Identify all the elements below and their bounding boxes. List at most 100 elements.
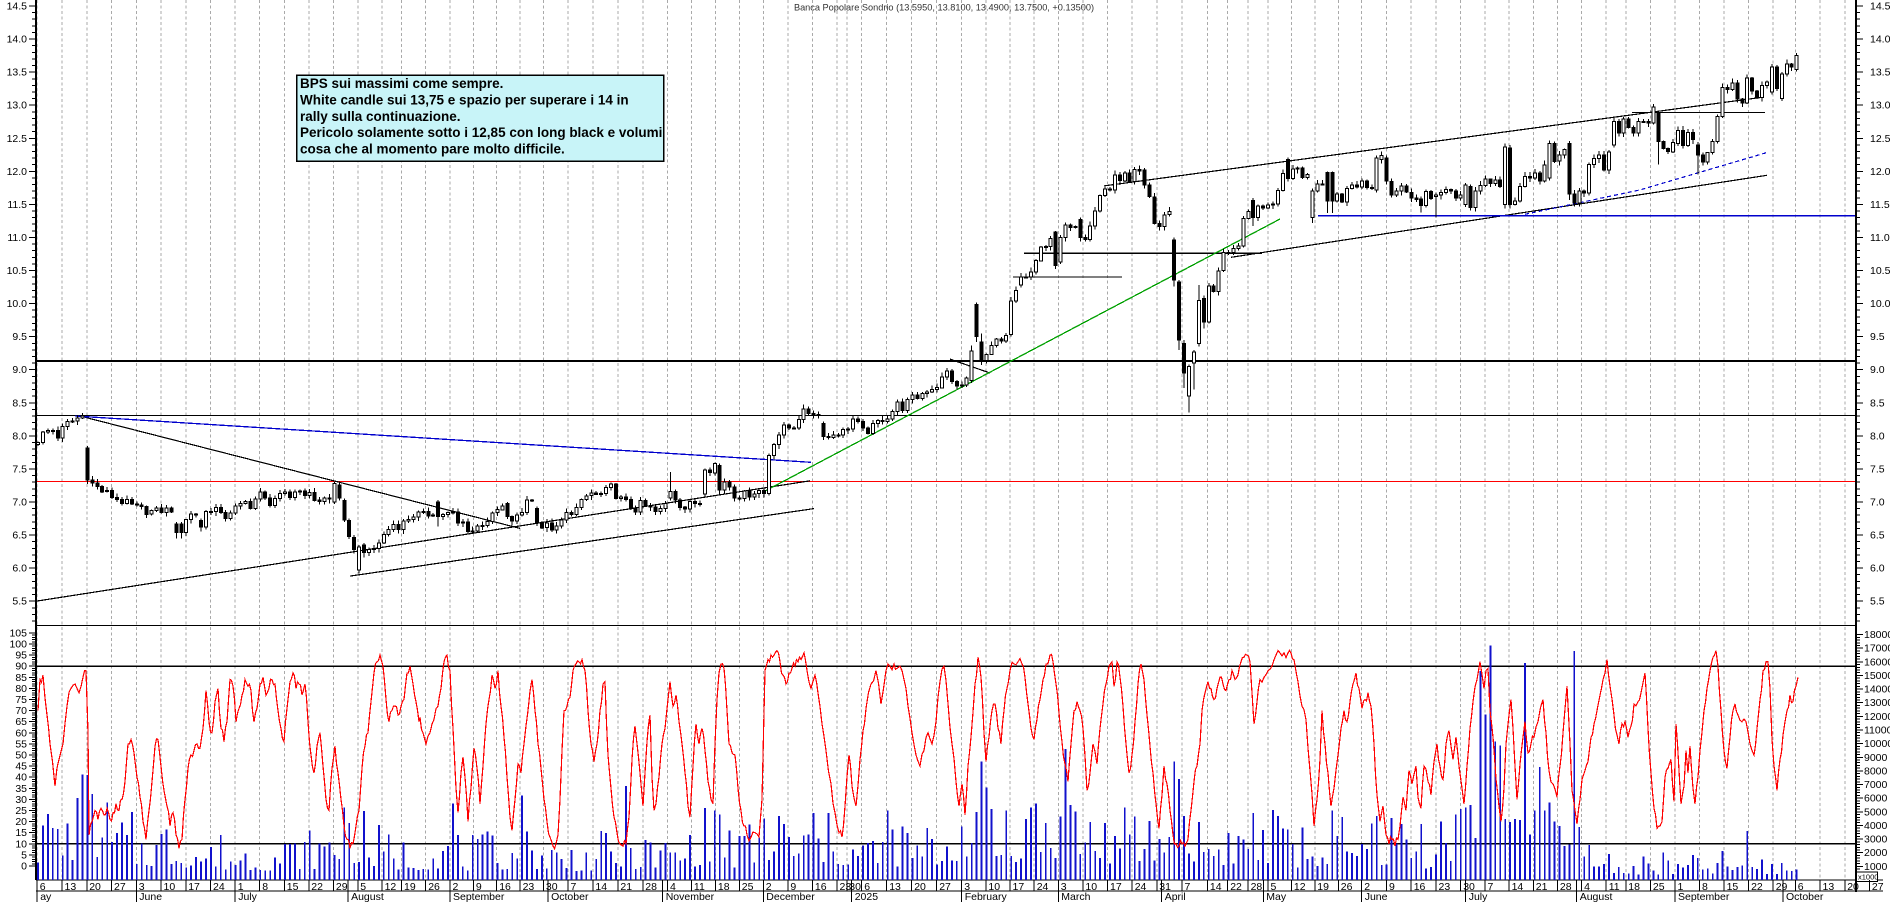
svg-text:10: 10 [1085, 881, 1097, 893]
svg-text:23: 23 [1439, 881, 1451, 893]
svg-text:7000: 7000 [1864, 779, 1888, 791]
svg-text:June: June [1365, 891, 1388, 902]
svg-text:6: 6 [1798, 881, 1804, 893]
svg-text:12000: 12000 [1864, 711, 1890, 723]
svg-text:November: November [666, 891, 715, 902]
svg-text:14: 14 [1210, 881, 1222, 893]
svg-text:23: 23 [523, 881, 535, 893]
svg-text:12: 12 [1294, 881, 1306, 893]
svg-text:21: 21 [620, 881, 632, 893]
svg-text:13: 13 [889, 881, 901, 893]
svg-text:July: July [238, 891, 257, 902]
svg-text:9.0: 9.0 [1870, 364, 1885, 376]
svg-text:3000: 3000 [1864, 834, 1888, 846]
svg-text:14000: 14000 [1864, 684, 1890, 696]
svg-text:22: 22 [311, 881, 323, 893]
svg-text:12: 12 [385, 881, 397, 893]
svg-text:85: 85 [15, 672, 27, 684]
svg-text:June: June [139, 891, 162, 902]
svg-text:1000: 1000 [1864, 861, 1888, 873]
svg-text:10.0: 10.0 [1870, 298, 1890, 310]
svg-text:cosa che al momento pare molto: cosa che al momento pare molto difficile… [300, 142, 565, 157]
svg-text:16: 16 [815, 881, 827, 893]
svg-text:8.0: 8.0 [12, 430, 27, 442]
svg-text:February: February [965, 891, 1008, 902]
svg-text:October: October [1786, 891, 1824, 902]
svg-text:August: August [351, 891, 384, 902]
svg-text:6000: 6000 [1864, 793, 1888, 805]
svg-text:17: 17 [1013, 881, 1025, 893]
svg-text:19: 19 [404, 881, 416, 893]
svg-text:9: 9 [476, 881, 482, 893]
svg-text:50: 50 [15, 750, 27, 762]
svg-text:105: 105 [9, 627, 27, 639]
svg-text:14: 14 [595, 881, 607, 893]
svg-text:9.0: 9.0 [12, 364, 27, 376]
svg-text:40: 40 [15, 772, 27, 784]
svg-text:5.5: 5.5 [12, 596, 27, 608]
svg-text:ay: ay [40, 891, 52, 902]
svg-text:24: 24 [1135, 881, 1147, 893]
svg-text:6.0: 6.0 [1870, 563, 1885, 575]
svg-text:7: 7 [571, 881, 577, 893]
svg-text:10.5: 10.5 [7, 265, 28, 277]
svg-text:6.5: 6.5 [12, 530, 27, 542]
svg-text:6.5: 6.5 [1870, 530, 1885, 542]
svg-text:20: 20 [914, 881, 926, 893]
svg-text:75: 75 [15, 694, 27, 706]
svg-text:11: 11 [1609, 881, 1620, 893]
svg-text:14.0: 14.0 [7, 34, 28, 46]
svg-text:25: 25 [1653, 881, 1665, 893]
svg-text:29: 29 [336, 881, 348, 893]
svg-text:14.5: 14.5 [1870, 1, 1890, 13]
svg-text:80: 80 [15, 683, 27, 695]
svg-text:17: 17 [1110, 881, 1122, 893]
svg-text:30: 30 [849, 881, 861, 893]
svg-text:5: 5 [1271, 881, 1277, 893]
svg-text:27: 27 [114, 881, 126, 893]
svg-text:45: 45 [15, 761, 27, 773]
svg-text:7: 7 [1185, 881, 1191, 893]
svg-text:26: 26 [1341, 881, 1353, 893]
svg-text:90: 90 [15, 661, 27, 673]
svg-text:9000: 9000 [1864, 752, 1888, 764]
svg-text:7.0: 7.0 [1870, 497, 1885, 509]
svg-text:5.5: 5.5 [1870, 596, 1885, 608]
svg-text:30: 30 [1463, 881, 1475, 893]
svg-text:BPS sui massimi come sempre.: BPS sui massimi come sempre. [300, 76, 503, 91]
svg-text:28: 28 [1251, 881, 1263, 893]
svg-text:11.0: 11.0 [1870, 232, 1890, 244]
svg-text:6: 6 [864, 881, 870, 893]
svg-text:13: 13 [65, 881, 77, 893]
svg-text:15000: 15000 [1864, 670, 1890, 682]
svg-text:14.0: 14.0 [1870, 34, 1890, 46]
svg-text:27: 27 [939, 881, 951, 893]
svg-text:13.5: 13.5 [7, 67, 28, 79]
svg-text:9.5: 9.5 [1870, 331, 1885, 343]
svg-text:35: 35 [15, 783, 27, 795]
svg-text:30: 30 [15, 794, 27, 806]
svg-text:22: 22 [1230, 881, 1242, 893]
svg-text:4000: 4000 [1864, 820, 1888, 832]
svg-text:6.0: 6.0 [12, 563, 27, 575]
svg-text:22: 22 [1751, 881, 1763, 893]
svg-text:12.0: 12.0 [1870, 166, 1890, 178]
svg-text:70: 70 [15, 705, 27, 717]
svg-text:7: 7 [1488, 881, 1494, 893]
svg-text:April: April [1165, 891, 1186, 902]
svg-text:12.0: 12.0 [7, 166, 28, 178]
svg-text:rally sulla continuazione.: rally sulla continuazione. [300, 109, 461, 124]
svg-text:29: 29 [1776, 881, 1788, 893]
svg-text:20: 20 [15, 816, 27, 828]
svg-text:8000: 8000 [1864, 765, 1888, 777]
svg-text:7.5: 7.5 [12, 463, 27, 475]
svg-text:1: 1 [238, 881, 244, 893]
svg-text:2: 2 [1364, 881, 1370, 893]
svg-text:March: March [1061, 891, 1090, 902]
svg-text:28: 28 [1560, 881, 1572, 893]
svg-text:16: 16 [1414, 881, 1426, 893]
svg-text:11.0: 11.0 [7, 232, 27, 244]
svg-text:2: 2 [766, 881, 772, 893]
svg-text:8.5: 8.5 [12, 397, 27, 409]
svg-text:11.5: 11.5 [1870, 199, 1890, 211]
